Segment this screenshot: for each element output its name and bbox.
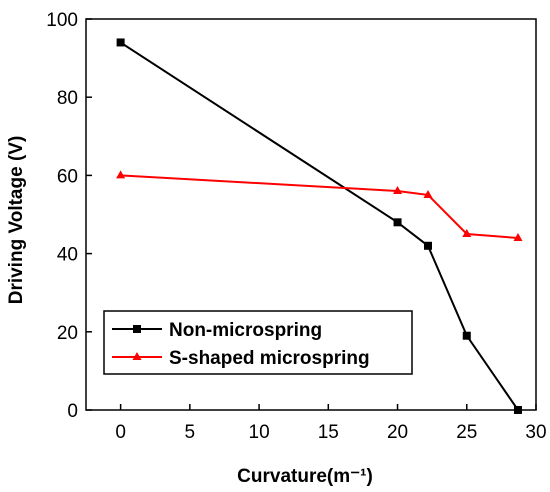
y-axis-ticks: 0 20 40 60 80 100 [46,10,92,422]
x-tick-label: 30 [525,422,546,443]
data-point [424,241,432,250]
series-layer [116,38,523,414]
data-point [514,406,522,414]
x-axis-title: Curvature(m⁻¹) [237,466,373,487]
x-tick-label: 10 [249,422,270,443]
data-point [393,218,402,227]
data-point [462,331,471,340]
legend-label-non-microspring: Non-microspring [169,320,322,341]
x-tick-label: 5 [185,422,196,443]
plot-area-border [85,18,537,411]
data-point [393,186,403,195]
legend: Non-microspring S-shaped microspring [103,310,413,375]
x-axis-ticks: 0 5 10 15 20 25 30 [115,404,547,443]
y-tick-label: 80 [57,88,78,109]
y-tick-label: 0 [67,401,78,422]
x-tick-label: 20 [387,422,408,443]
y-axis-title: Driving Voltage (V) [6,136,27,305]
legend-box [103,310,413,375]
plot-frame [85,18,537,411]
data-point [423,189,433,198]
legend-label-s-shaped-microspring: S-shaped microspring [169,348,370,369]
x-tick-label: 15 [318,422,339,443]
y-tick-label: 60 [57,166,78,187]
data-point [116,38,125,47]
x-tick-label: 25 [456,422,477,443]
y-tick-label: 20 [57,323,78,344]
y-tick-label: 100 [46,10,78,31]
legend-marker-s-shaped-microspring [132,352,142,360]
y-tick-label: 40 [57,245,78,266]
data-point [116,170,126,179]
legend-marker-non-microspring [133,325,141,333]
x-tick-label: 0 [115,422,126,443]
series-non-microspring [116,38,522,414]
data-point [513,232,523,241]
series-s-shaped-microspring [116,170,523,241]
data-point [462,229,472,238]
series-line-s-shaped-microspring [120,174,519,239]
